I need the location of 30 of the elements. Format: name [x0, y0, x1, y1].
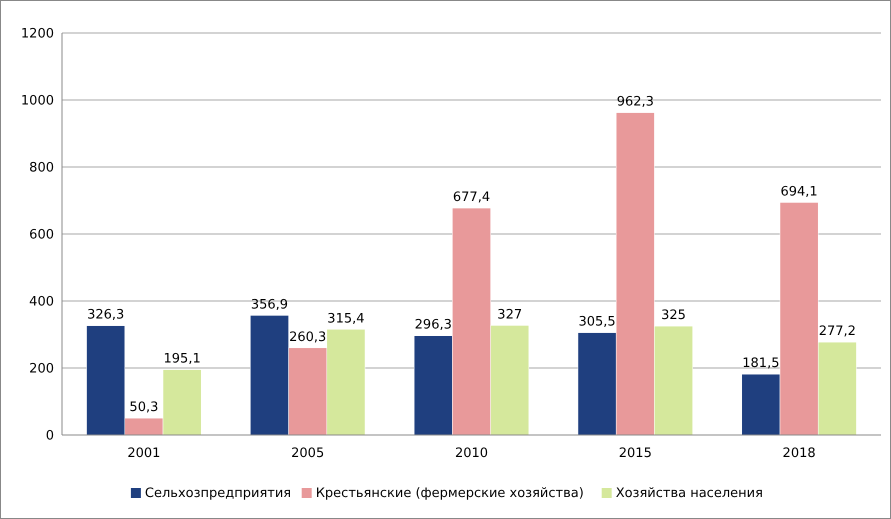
data-label: 315,4 [327, 311, 365, 326]
x-tick-label: 2015 [618, 446, 652, 461]
x-tick-label: 2018 [782, 446, 816, 461]
legend-label: Сельхозпредприятия [144, 486, 292, 501]
data-label: 195,1 [164, 352, 201, 367]
legend-label: Крестьянские (фермерские хозяйства) [316, 486, 584, 501]
x-tick-label: 2001 [127, 446, 160, 461]
x-tick-label: 2005 [291, 446, 324, 461]
data-label: 326,3 [87, 308, 124, 323]
data-label: 325 [661, 308, 686, 324]
data-label: 260,3 [289, 330, 326, 345]
y-tick-label: 200 [29, 362, 54, 377]
y-tick-label: 1200 [20, 26, 54, 42]
data-label: 277,2 [818, 324, 856, 340]
data-label: 356,9 [250, 297, 288, 312]
y-tick-label: 800 [29, 160, 54, 176]
data-label: 296,3 [414, 318, 452, 333]
data-label: 677,4 [452, 190, 490, 206]
y-tick-label: 400 [29, 294, 54, 310]
data-label: 50,3 [129, 400, 158, 416]
y-tick-label: 600 [29, 228, 54, 243]
data-label: 181,5 [742, 356, 780, 372]
data-label: 327 [497, 307, 522, 322]
y-tick-label: 0 [46, 428, 54, 444]
legend-label: Хозяйства населения [616, 486, 763, 501]
x-tick-label: 2010 [454, 446, 488, 461]
data-label: 305,5 [578, 314, 616, 330]
y-tick-label: 1000 [20, 94, 54, 109]
data-label: 962,3 [616, 94, 654, 110]
data-label: 694,1 [780, 184, 818, 200]
